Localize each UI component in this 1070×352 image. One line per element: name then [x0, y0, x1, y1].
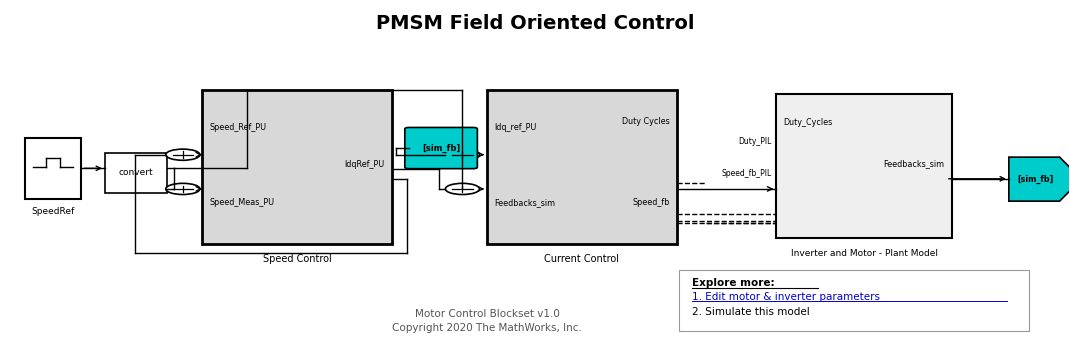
Text: Feedbacks_sim: Feedbacks_sim [494, 198, 555, 207]
FancyBboxPatch shape [679, 270, 1029, 331]
Circle shape [445, 149, 479, 160]
Text: convert: convert [119, 168, 153, 177]
Text: Speed_fb: Speed_fb [632, 198, 670, 207]
FancyBboxPatch shape [202, 90, 392, 244]
Text: 2. Simulate this model: 2. Simulate this model [692, 307, 810, 316]
FancyBboxPatch shape [105, 153, 167, 193]
Circle shape [445, 183, 479, 195]
FancyBboxPatch shape [776, 94, 952, 238]
Text: Speed Control: Speed Control [262, 254, 332, 264]
Text: PMSM Field Oriented Control: PMSM Field Oriented Control [376, 14, 694, 33]
Text: Duty_PIL: Duty_PIL [738, 137, 771, 146]
Text: 1. Edit motor & inverter parameters: 1. Edit motor & inverter parameters [692, 292, 880, 302]
Text: Idq_ref_PU: Idq_ref_PU [494, 123, 537, 132]
Text: SpeedRef: SpeedRef [31, 207, 75, 216]
Text: Copyright 2020 The MathWorks, Inc.: Copyright 2020 The MathWorks, Inc. [392, 323, 582, 333]
FancyBboxPatch shape [25, 138, 81, 199]
Text: Speed_fb_PIL: Speed_fb_PIL [721, 169, 771, 178]
Text: IdqRef_PU: IdqRef_PU [345, 160, 384, 169]
Text: Speed_Meas_PU: Speed_Meas_PU [210, 198, 275, 207]
Text: Explore more:: Explore more: [692, 278, 775, 288]
Text: Feedbacks_sim: Feedbacks_sim [884, 159, 945, 168]
Text: Motor Control Blockset v1.0: Motor Control Blockset v1.0 [414, 309, 560, 319]
Text: Current Control: Current Control [545, 254, 620, 264]
Circle shape [166, 183, 200, 195]
Text: [sim_fb]: [sim_fb] [1018, 175, 1054, 184]
Polygon shape [1009, 157, 1070, 201]
Text: Inverter and Motor - Plant Model: Inverter and Motor - Plant Model [791, 249, 937, 258]
Text: Duty_Cycles: Duty_Cycles [783, 118, 832, 127]
Text: [sim_fb]: [sim_fb] [422, 144, 460, 153]
Text: Duty Cycles: Duty Cycles [622, 117, 670, 126]
Text: Speed_Ref_PU: Speed_Ref_PU [210, 123, 266, 132]
FancyBboxPatch shape [404, 127, 477, 169]
FancyBboxPatch shape [487, 90, 677, 244]
Circle shape [166, 149, 200, 160]
